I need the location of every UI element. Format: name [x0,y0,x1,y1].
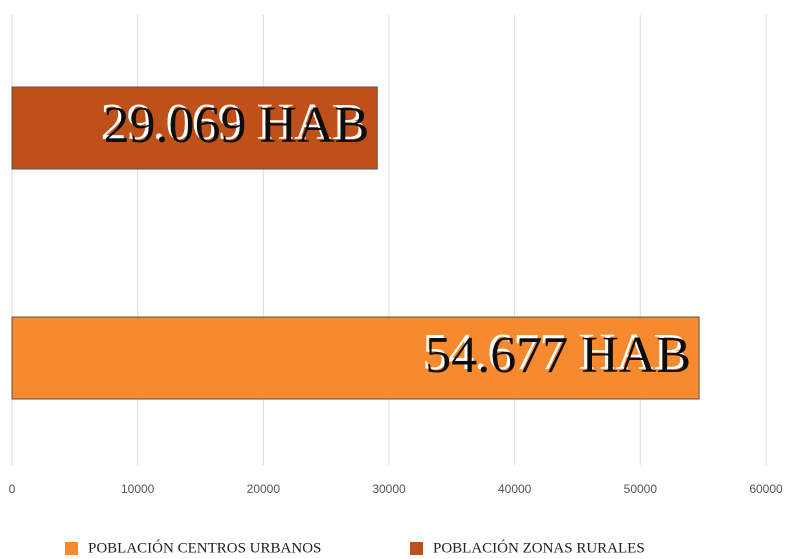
x-tick-label: 40000 [498,482,532,496]
x-tick-label: 30000 [372,482,406,496]
x-tick-label: 20000 [247,482,281,496]
x-tick-label: 60000 [749,482,783,496]
bar [11,316,700,400]
legend-label: POBLACIÓN CENTROS URBANOS [88,539,321,556]
legend-swatch [65,542,78,555]
data-label: 54.677 HAB [425,327,691,384]
bar [11,86,378,170]
data-label: 29.069 HAB [104,97,370,154]
x-tick-label: 50000 [624,482,658,496]
legend-swatch [410,542,423,555]
x-tick-label: 0 [9,482,16,496]
x-tick-label: 10000 [121,482,155,496]
legend-label: POBLACIÓN ZONAS RURALES [433,539,645,556]
